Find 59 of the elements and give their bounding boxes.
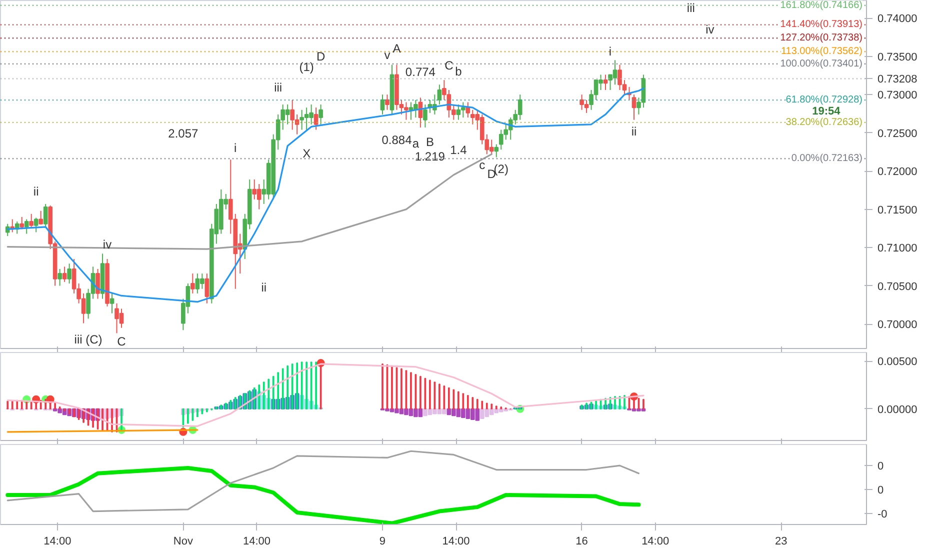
annotation: iii [686, 1, 695, 16]
annotation: iv [102, 237, 112, 252]
annotation: B [426, 134, 434, 149]
ref-line-label: 141.40%(0.73913) [780, 19, 863, 30]
y-tick-label: 0.71000 [878, 242, 918, 255]
y-tick-label: 0.73500 [878, 51, 918, 64]
annotation: 1.219 [414, 149, 446, 164]
y-tick-label: 0.71500 [878, 204, 918, 216]
x-tick-label: 14:00 [242, 536, 271, 548]
annotation: a [412, 136, 420, 151]
annotation: 0.774 [405, 65, 436, 80]
annotation: b [455, 64, 462, 79]
y-tick-label: 0.73208 [878, 74, 918, 86]
ref-line-label: 100.00%(0.73401) [780, 58, 863, 70]
y-tick-label: 0 [878, 460, 884, 473]
ref-line-label: 161.80%(0.74166) [780, 0, 863, 11]
annotation: D [316, 49, 326, 64]
annotation: 0.884 [382, 133, 412, 148]
annotation: i [234, 141, 237, 156]
x-tick-label: 16 [576, 536, 588, 548]
annotation: c [479, 158, 486, 172]
annotation: (2) [494, 162, 508, 176]
annotation: A [392, 42, 401, 56]
annotation: C [117, 334, 126, 349]
ref-line-label: 113.00%(0.73562) [780, 46, 863, 58]
y-tick-label: -0 [878, 508, 888, 521]
y-tick-label: 0.00000 [878, 404, 918, 416]
annotation: iii [274, 80, 282, 95]
annotation: iv [706, 22, 714, 37]
annotation: 19:54 [812, 105, 842, 118]
annotation: (1) [299, 60, 314, 74]
ref-line-label: 38.20%(0.72636) [786, 116, 863, 128]
y-tick-label: 0.72500 [878, 128, 918, 140]
annotation: ii [261, 280, 267, 294]
x-tick-label: 14:00 [442, 536, 470, 548]
annotation: iii (C) [74, 332, 102, 346]
y-tick-label: 0.70500 [878, 280, 918, 293]
x-tick-label: 14:00 [44, 536, 72, 548]
y-tick-label: 0.74000 [878, 13, 918, 26]
y-tick-label: 0.70000 [878, 319, 918, 332]
annotation: X [302, 146, 311, 160]
annotation: ii [33, 184, 39, 199]
y-tick-label: 0.72000 [878, 166, 918, 178]
ref-line-label: 0.00%(0.72163) [791, 153, 863, 164]
x-tick-label: 23 [774, 536, 788, 548]
annotation: v [384, 48, 390, 62]
annotation: ii [631, 124, 637, 138]
annotation: C [444, 58, 454, 73]
ref-line-label: 61.80%(0.72928) [786, 94, 863, 106]
x-tick-label: Nov [173, 536, 194, 548]
annotation: 1.4 [450, 143, 468, 158]
x-tick-label: 9 [379, 536, 386, 548]
annotation: 2.057 [168, 126, 199, 140]
y-tick-label: 0.00500 [878, 356, 918, 368]
x-tick-label: 14:00 [642, 536, 670, 548]
y-tick-label: 0.73000 [878, 90, 918, 102]
y-tick-label: 0 [878, 484, 884, 497]
annotation: i [608, 44, 612, 59]
ref-line-label: 127.20%(0.73738) [780, 32, 863, 44]
